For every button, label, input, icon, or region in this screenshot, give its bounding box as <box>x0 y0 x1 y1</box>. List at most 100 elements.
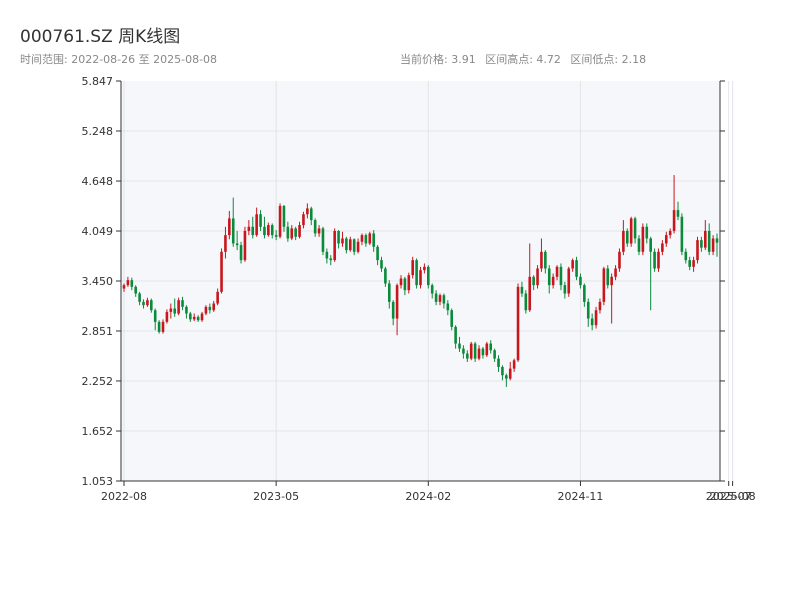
candle <box>419 266 422 289</box>
candle-body <box>220 251 223 292</box>
candle-body <box>625 230 629 244</box>
candle <box>138 291 141 306</box>
candle <box>294 226 297 241</box>
candle <box>485 341 489 357</box>
candle <box>505 373 508 387</box>
candle <box>212 301 216 312</box>
candle <box>672 175 676 234</box>
candle-body <box>142 301 145 306</box>
candle <box>380 256 383 272</box>
candle-body <box>313 220 317 234</box>
candle <box>298 221 301 239</box>
candle-body <box>309 208 313 221</box>
candle <box>337 230 340 249</box>
candle-body <box>469 343 473 359</box>
candle-body <box>466 353 469 359</box>
candle-body <box>348 239 352 251</box>
candle-body <box>200 313 204 321</box>
candle-body <box>153 310 157 322</box>
candle <box>676 201 680 221</box>
candle-body <box>446 303 450 311</box>
candle-body <box>524 293 528 311</box>
candle <box>434 290 438 306</box>
candle-body <box>192 316 196 320</box>
candle <box>146 297 149 307</box>
candle <box>629 216 633 247</box>
candle-body <box>259 214 262 227</box>
candle <box>177 297 180 316</box>
candle <box>423 263 426 274</box>
candle <box>376 245 379 266</box>
candle <box>707 223 711 256</box>
candle <box>598 298 602 314</box>
candle <box>700 236 703 252</box>
candle-body <box>423 266 426 271</box>
candle <box>395 283 399 336</box>
candle <box>688 256 691 271</box>
candle <box>325 248 329 264</box>
candle <box>497 355 500 372</box>
candle <box>270 223 274 239</box>
candle <box>544 250 547 274</box>
candle-body <box>387 283 391 302</box>
candle-body <box>512 360 516 369</box>
candle <box>391 300 395 326</box>
candle-body <box>306 208 309 215</box>
candle <box>239 241 243 264</box>
candle <box>430 283 434 299</box>
candle-body <box>290 228 294 239</box>
candle <box>192 313 196 322</box>
candle <box>403 276 407 296</box>
candle-body <box>602 268 606 302</box>
candle <box>555 265 559 281</box>
candle-body <box>196 316 200 321</box>
candle-body <box>391 301 395 319</box>
candle-body <box>380 260 383 269</box>
candle <box>415 258 418 289</box>
candle <box>161 319 165 334</box>
candle-body <box>547 268 551 286</box>
candle-body <box>508 368 512 379</box>
candle-body <box>516 286 520 361</box>
candle-body <box>438 295 442 302</box>
candle-body <box>586 301 590 319</box>
candle <box>165 309 169 324</box>
candle-body <box>606 268 610 286</box>
candle-body <box>150 300 153 311</box>
candle-body <box>341 238 344 244</box>
candle <box>173 298 177 317</box>
candle <box>540 238 543 272</box>
candle-body <box>653 251 656 269</box>
candle <box>583 283 586 307</box>
candle <box>263 216 266 239</box>
candle-body <box>134 286 138 294</box>
candle <box>352 238 356 256</box>
candle-body <box>138 293 141 302</box>
candle <box>703 220 707 251</box>
candle-body <box>427 266 430 286</box>
candle-body <box>618 251 621 269</box>
candle-body <box>614 268 617 277</box>
x-tick-label: 2023-05 <box>253 490 299 503</box>
candle-body <box>302 214 305 226</box>
candle-body <box>294 228 297 237</box>
candle-body <box>204 306 208 314</box>
candle <box>290 225 294 241</box>
candle-body <box>161 321 165 332</box>
y-tick-label: 1.652 <box>82 425 114 438</box>
candle-body <box>228 218 231 236</box>
candle-body <box>501 366 504 376</box>
candle-body <box>411 260 414 276</box>
candle <box>153 308 157 331</box>
candle-body <box>645 226 649 239</box>
candle-body <box>528 276 532 311</box>
candle-body <box>333 230 336 261</box>
candle <box>711 235 715 256</box>
candle-body <box>555 266 559 277</box>
candle-body <box>122 285 126 289</box>
candle <box>356 238 360 254</box>
candle-body <box>286 226 290 239</box>
candle-body <box>255 214 258 236</box>
candle <box>473 341 477 362</box>
candle <box>586 298 590 327</box>
